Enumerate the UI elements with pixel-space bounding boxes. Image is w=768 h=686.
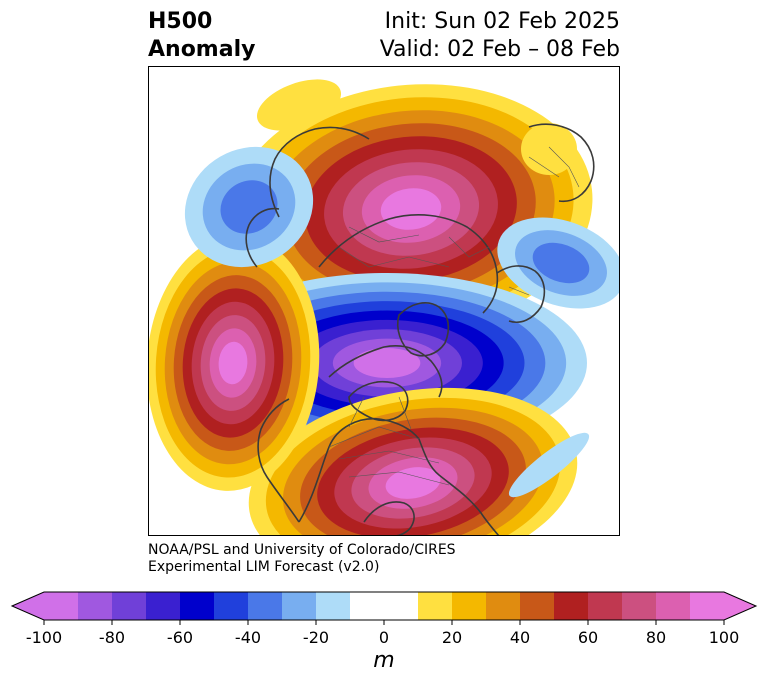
valid-range: Valid: 02 Feb – 08 Feb — [379, 37, 620, 62]
ridge-anomaly — [229, 84, 593, 334]
colorbar-segment — [146, 592, 181, 620]
colorbar-units: m — [373, 648, 395, 673]
title-field: Anomaly — [148, 37, 256, 62]
colorbar-tick-label: -20 — [302, 628, 330, 647]
africa-coastline — [528, 123, 595, 203]
coastline-layer — [245, 123, 595, 535]
colorbar-tick-label: 60 — [577, 628, 599, 647]
colorbar-segment — [282, 592, 317, 620]
anomaly-fill-layer — [149, 79, 619, 535]
kamchatka-coastline — [245, 207, 280, 268]
colorbar-segment — [452, 592, 487, 620]
colorbar-tick-label: -60 — [166, 628, 194, 647]
colorbar-segment — [214, 592, 249, 620]
ridge-anomaly — [521, 123, 577, 175]
colorbar-canvas — [10, 591, 758, 625]
colorbar-extend-high — [724, 592, 756, 620]
credit-line-1: NOAA/PSL and University of Colorado/CIRE… — [148, 542, 456, 558]
trough-anomaly — [508, 432, 590, 498]
colorbar-segment — [588, 592, 623, 620]
arctic-islands-coastline — [328, 345, 443, 398]
colorbar-segment — [180, 592, 215, 620]
hudson-bay-coastline — [348, 381, 409, 422]
trough-anomaly — [184, 146, 314, 268]
trough-anomaly — [497, 217, 619, 309]
colorbar-segment — [554, 592, 589, 620]
anomaly-contour-fill — [521, 123, 577, 175]
colorbar-segment — [316, 592, 351, 620]
colorbar-ticks: -100 -80 -60 -40 -20 0 20 40 60 80 100 — [0, 628, 768, 648]
anomaly-contour-fill — [353, 348, 421, 378]
title-variable: H500 — [148, 9, 213, 34]
colorbar-segment — [112, 592, 147, 620]
anomaly-contour-fill — [220, 180, 278, 234]
colorbar-segment — [44, 592, 79, 620]
map-canvas — [149, 79, 619, 535]
eurasia-coastline — [318, 214, 499, 314]
colorbar-extend-low — [12, 592, 44, 620]
colorbar-tick-label: 40 — [509, 628, 531, 647]
colorbar-tick-label: -100 — [25, 628, 63, 647]
ridge-anomaly — [256, 79, 342, 131]
colorbar-segment — [656, 592, 691, 620]
colorbar-tick-label: -80 — [98, 628, 126, 647]
anomaly-contour-fill — [218, 341, 248, 385]
anomaly-contour-fill — [532, 242, 590, 284]
map-subtitle: Init: Sun 02 Feb 2025 Valid: 02 Feb – 08… — [380, 8, 620, 64]
greenland-coastline — [396, 302, 450, 357]
anomaly-contour-fill — [256, 79, 342, 131]
ridge-anomaly — [149, 235, 320, 491]
init-date: Init: Sun 02 Feb 2025 — [384, 9, 620, 34]
credit-line-2: Experimental LIM Forecast (v2.0) — [148, 559, 380, 575]
colorbar-segment — [520, 592, 555, 620]
colorbar-segment — [418, 592, 453, 620]
colorbar — [0, 588, 768, 628]
anomaly-contour-fill — [380, 188, 442, 230]
colorbar-segment — [78, 592, 113, 620]
colorbar-tick-label: 20 — [441, 628, 463, 647]
colorbar-segment — [384, 592, 419, 620]
anomaly-map — [148, 66, 620, 536]
gulf-coastline — [363, 501, 415, 535]
anomaly-contour-fill — [385, 467, 441, 499]
ridge-anomaly — [248, 387, 578, 535]
map-title: H500 Anomaly — [148, 8, 255, 64]
colorbar-segment — [248, 592, 283, 620]
colorbar-segment — [622, 592, 657, 620]
europe-coastline — [496, 265, 546, 323]
north-america-coastline — [298, 417, 500, 535]
colorbar-segment — [690, 592, 725, 620]
colorbar-segment — [486, 592, 521, 620]
political-borders-layer — [328, 146, 580, 486]
asia-pacific-coastline — [269, 126, 370, 218]
colorbar-tick-label: 80 — [645, 628, 667, 647]
credit-text: NOAA/PSL and University of Colorado/CIRE… — [148, 542, 456, 576]
colorbar-segment — [350, 592, 385, 620]
pacific-coastline — [257, 398, 300, 523]
colorbar-tick-label: -40 — [234, 628, 262, 647]
anomaly-contour-fill — [508, 432, 590, 498]
colorbar-tick-label: 100 — [708, 628, 740, 647]
colorbar-tick-label: 0 — [378, 628, 390, 647]
